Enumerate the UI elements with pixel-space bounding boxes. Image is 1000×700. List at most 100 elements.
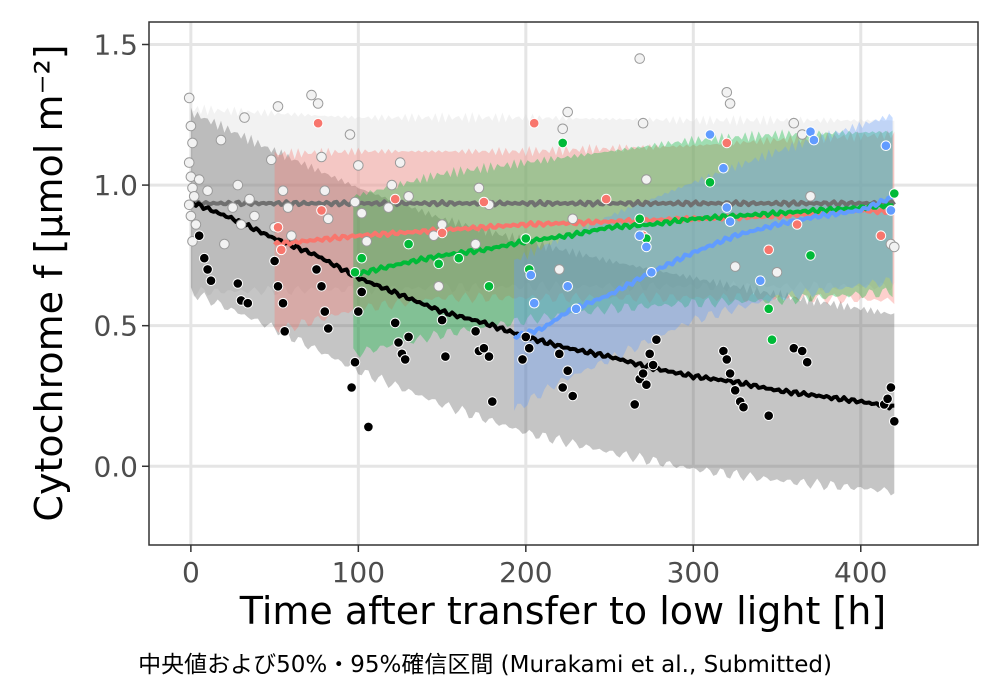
data-point [724, 98, 736, 109]
data-point [399, 354, 411, 365]
data-point [193, 174, 205, 185]
data-point [393, 337, 404, 348]
data-point [279, 326, 291, 337]
data-point [188, 191, 200, 202]
data-point [356, 286, 368, 298]
data-point [185, 120, 197, 132]
data-point [567, 390, 579, 402]
data-point [634, 230, 646, 241]
y-tick-label: 0.0 [93, 450, 138, 483]
data-point [517, 354, 528, 365]
median-line-2 [273, 207, 894, 248]
data-point [249, 210, 260, 222]
data-point [755, 275, 766, 287]
data-point [183, 199, 195, 211]
data-point [634, 53, 646, 64]
data-point [436, 227, 448, 239]
data-point [436, 314, 448, 326]
credible-band-3 [353, 129, 893, 358]
data-point [235, 219, 247, 230]
data-point [389, 193, 401, 205]
data-point [322, 213, 334, 225]
data-point [805, 191, 816, 202]
data-point [440, 351, 451, 362]
data-point [473, 182, 485, 194]
data-points [183, 53, 900, 433]
median-line-3 [352, 202, 895, 277]
data-point [183, 157, 195, 168]
data-point [721, 354, 733, 365]
data-point [187, 182, 198, 194]
data-point [880, 140, 892, 151]
data-point [637, 368, 649, 379]
data-point [266, 154, 277, 166]
data-point [361, 236, 373, 247]
data-point [520, 331, 532, 343]
data-point [889, 188, 900, 199]
data-point [363, 421, 374, 433]
data-point [403, 331, 414, 343]
x-tick-label: 300 [667, 556, 720, 589]
data-point [433, 258, 445, 270]
x-tick-label: 0 [182, 556, 200, 589]
data-point [637, 117, 649, 129]
data-point [721, 87, 733, 98]
data-point [738, 401, 749, 413]
data-point [202, 185, 213, 196]
data-point [729, 385, 741, 396]
data-point [349, 196, 361, 208]
data-point [523, 342, 535, 354]
x-tick-label: 400 [834, 556, 887, 589]
x-axis-title: Time after transfer to low light [h] [239, 589, 886, 633]
credible-band-4 [514, 113, 893, 411]
x-tick-label: 100 [332, 556, 385, 589]
data-point [272, 101, 284, 112]
data-point [629, 399, 641, 410]
data-point [875, 230, 887, 241]
data-point [403, 191, 414, 202]
data-point [483, 281, 495, 292]
data-point [312, 117, 324, 129]
data-point [312, 98, 324, 109]
data-point [763, 244, 775, 256]
data-point [244, 193, 255, 205]
data-point [557, 382, 569, 393]
data-point [319, 306, 331, 317]
data-point [346, 382, 357, 393]
data-point [478, 196, 490, 208]
data-point [808, 134, 820, 146]
data-point [205, 275, 217, 287]
y-tick-label: 0.5 [93, 310, 138, 343]
data-point [796, 345, 808, 357]
data-point [353, 160, 364, 171]
data-point [562, 281, 574, 292]
data-point [190, 219, 202, 230]
data-point [187, 137, 198, 149]
data-point [185, 210, 197, 222]
data-point [306, 89, 317, 101]
data-point [272, 222, 284, 233]
y-tick-label: 1.0 [93, 169, 138, 202]
data-point [286, 230, 297, 241]
data-point [276, 244, 287, 256]
data-point [319, 185, 331, 196]
caption: 中央値および50%・95%確信区間 (Murakami et al., Subm… [138, 652, 832, 678]
data-point [791, 219, 803, 230]
data-point [202, 264, 213, 275]
data-point [805, 250, 816, 261]
data-point [316, 151, 327, 163]
median-line-1 [189, 198, 895, 411]
data-point [232, 278, 244, 289]
data-point [647, 359, 659, 371]
data-point [721, 137, 733, 149]
data-point [724, 368, 736, 379]
data-point [356, 207, 368, 219]
data-point [600, 193, 612, 205]
data-point [344, 129, 356, 140]
data-point [771, 267, 783, 278]
data-point [763, 303, 775, 315]
data-point [356, 252, 368, 264]
data-point [394, 157, 406, 168]
data-point [704, 177, 716, 188]
data-point [562, 365, 574, 377]
